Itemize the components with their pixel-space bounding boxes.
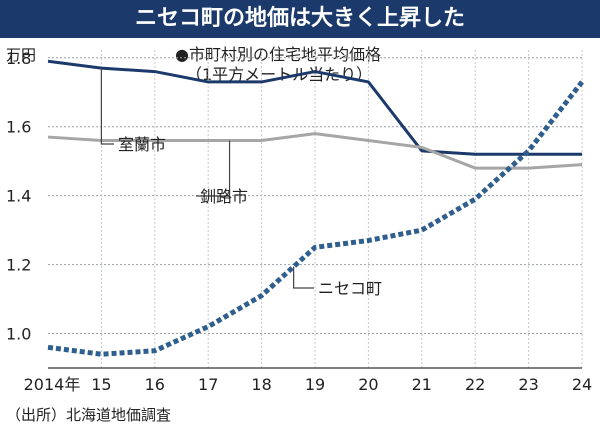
x-tick-label: 20 <box>358 375 378 394</box>
x-tick-label: 15 <box>91 375 111 394</box>
x-tick-label: 24 <box>572 375 592 394</box>
x-tick-label: 16 <box>145 375 165 394</box>
muroran-series-line <box>47 59 582 156</box>
x-tick-label: 23 <box>518 375 538 394</box>
x-tick-label: 19 <box>305 375 325 394</box>
y-tick-label: 1.6 <box>6 118 31 137</box>
header-title: ニセコ町の地価は大きく上昇した <box>134 6 465 31</box>
callout-leader <box>196 140 231 197</box>
x-tick-label: 17 <box>198 375 218 394</box>
source-note: （出所）北海道地価調査 <box>6 406 171 424</box>
kushiro-series-line <box>47 132 583 170</box>
series-label-muroran: 室蘭市 <box>118 135 166 154</box>
y-tick-label: 1.4 <box>6 187 31 206</box>
callout-leader <box>100 68 114 145</box>
callout-leader <box>293 266 314 289</box>
y-tick-label: 1.0 <box>6 325 31 344</box>
series-label-kushiro: 釧路市 <box>200 187 248 206</box>
x-tick-label: 2014年 <box>24 375 81 394</box>
chart-header-banner: ニセコ町の地価は大きく上昇した <box>0 0 600 38</box>
x-tick-label: 21 <box>412 375 432 394</box>
niseko-series-line <box>47 80 584 357</box>
x-tick-label: 22 <box>465 375 485 394</box>
y-axis-unit-label: 万円 <box>6 46 36 64</box>
chart-subtitle: （1平方メートル当たり） <box>186 65 372 84</box>
y-tick-label: 1.8 <box>6 49 31 68</box>
chart-title: ●市町村別の住宅地平均価格 <box>175 45 381 64</box>
x-tick-label: 18 <box>251 375 271 394</box>
series-label-niseko: ニセコ町 <box>318 279 382 298</box>
y-tick-label: 1.2 <box>6 256 31 275</box>
